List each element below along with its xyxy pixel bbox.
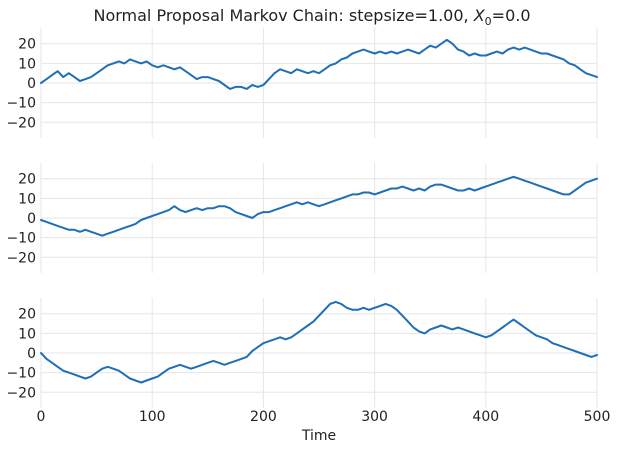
panel-3-y-tick-label-0: 20 xyxy=(18,307,36,323)
x-axis-label: Time xyxy=(301,428,336,444)
x-tick-label-3: 300 xyxy=(361,409,388,425)
x-tick-label-5: 500 xyxy=(584,409,611,425)
panel-3-y-tick-label-1: 10 xyxy=(18,326,36,342)
panel-1-y-tick-label-3: −10 xyxy=(6,96,36,112)
panel-1-series-line xyxy=(40,38,598,90)
panel-3-y-tick-label-3: −10 xyxy=(6,366,36,382)
x-tick-label-1: 100 xyxy=(139,409,166,425)
chart-title-sub: 0 xyxy=(485,15,492,28)
panel-3-y-tick-label-4: −20 xyxy=(6,385,36,401)
panel-3-series-line xyxy=(40,300,598,384)
panel-1-y-tick-label-2: 0 xyxy=(27,76,36,92)
panel-1-y-tick-label-1: 10 xyxy=(18,56,36,72)
x-tick-labels: 0 100 200 300 400 500 xyxy=(37,409,611,425)
panel-2-y-tick-label-2: 0 xyxy=(27,211,36,227)
panel-2-series-line xyxy=(40,175,598,237)
panel-1: 20 10 0 −10 −20 xyxy=(6,28,598,138)
panels: 20 10 0 −10 −20 20 10 0 −10 −20 20 10 0 −10 −20 xyxy=(6,28,598,408)
chart-title-prefix: Normal Proposal Markov Chain: stepsize=1… xyxy=(93,6,473,25)
chart-title-suffix: =0.0 xyxy=(492,6,531,25)
panel-2-y-tick-label-4: −20 xyxy=(6,250,36,266)
panel-2: 20 10 0 −10 −20 xyxy=(6,163,598,273)
x-tick-label-4: 400 xyxy=(472,409,499,425)
panel-1-y-tick-label-0: 20 xyxy=(18,37,36,53)
panel-2-y-tick-label-0: 20 xyxy=(18,172,36,188)
panel-3-y-tick-label-2: 0 xyxy=(27,346,36,362)
x-tick-label-0: 0 xyxy=(37,409,46,425)
chart-title: Normal Proposal Markov Chain: stepsize=1… xyxy=(93,6,530,28)
panel-1-y-tick-label-4: −20 xyxy=(6,115,36,131)
chart-title-var: X xyxy=(473,6,486,25)
panel-2-y-tick-label-1: 10 xyxy=(18,191,36,207)
x-tick-label-2: 200 xyxy=(250,409,277,425)
panel-2-y-tick-label-3: −10 xyxy=(6,231,36,247)
panel-3: 20 10 0 −10 −20 xyxy=(6,298,598,408)
